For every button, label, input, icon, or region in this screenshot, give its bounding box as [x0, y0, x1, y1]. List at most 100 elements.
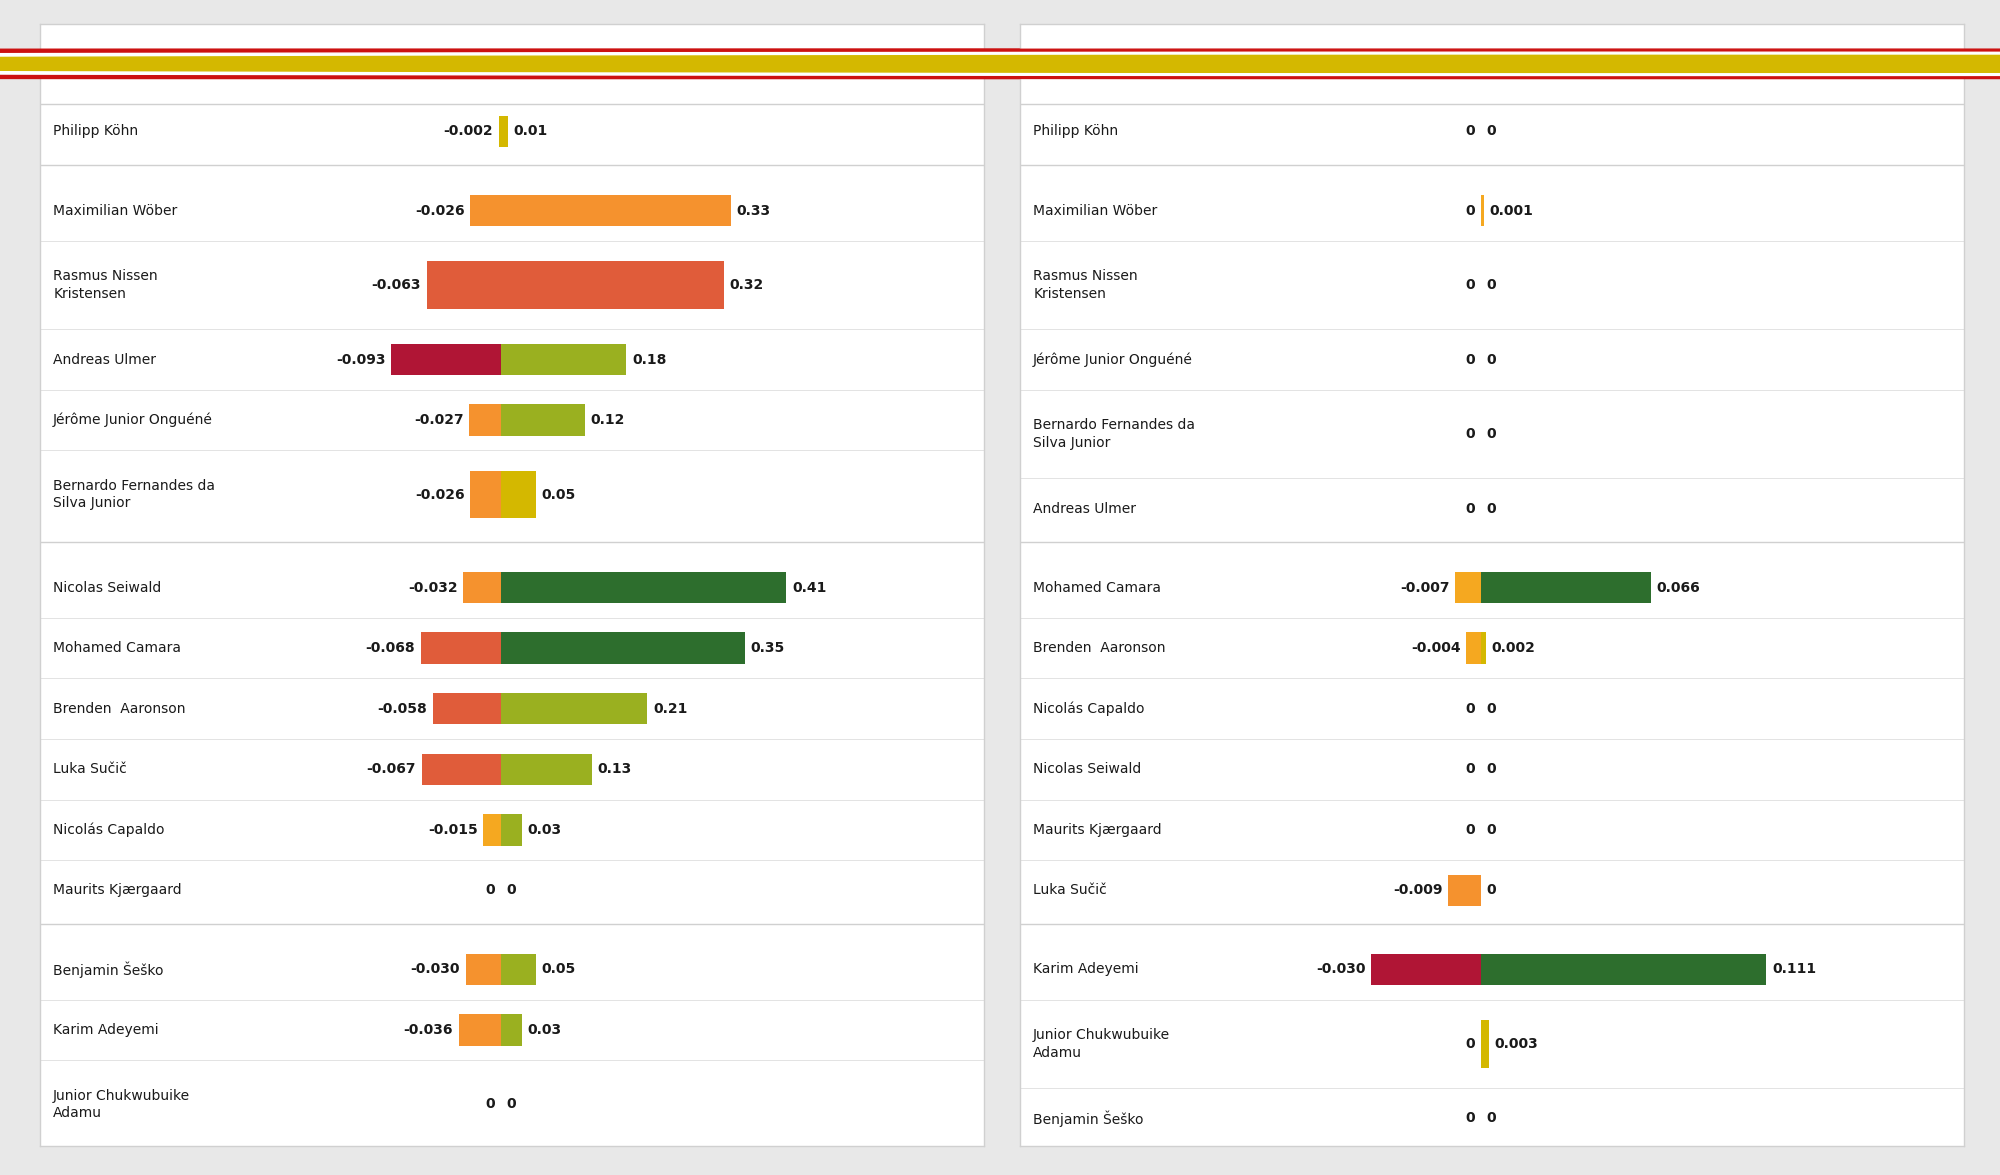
Bar — [470, 404, 502, 436]
Text: 0: 0 — [506, 1097, 516, 1112]
Bar — [484, 814, 502, 846]
Text: Andreas Ulmer: Andreas Ulmer — [1034, 502, 1136, 516]
Bar — [502, 471, 536, 518]
Text: Philipp Köhn: Philipp Köhn — [54, 125, 138, 139]
Text: 0.41: 0.41 — [792, 580, 826, 595]
Bar — [464, 572, 502, 604]
Bar — [1466, 632, 1482, 664]
Text: 0: 0 — [1486, 701, 1496, 716]
Text: Junior Chukwubuike
Adamu: Junior Chukwubuike Adamu — [54, 1089, 190, 1120]
Text: 0: 0 — [1486, 1112, 1496, 1126]
Text: Benjamin Šeško: Benjamin Šeško — [54, 961, 164, 978]
Text: -0.015: -0.015 — [428, 822, 478, 837]
Text: xT from Dribbles: xT from Dribbles — [1034, 52, 1256, 76]
Bar — [502, 753, 592, 785]
Bar — [1372, 954, 1482, 985]
Circle shape — [0, 49, 2000, 79]
Bar — [392, 344, 502, 375]
Text: 0.001: 0.001 — [1490, 203, 1534, 217]
Bar — [502, 261, 724, 309]
Text: 0.32: 0.32 — [730, 278, 764, 293]
Circle shape — [0, 55, 2000, 73]
Text: 0.03: 0.03 — [528, 822, 562, 837]
Text: Maurits Kjærgaard: Maurits Kjærgaard — [1034, 822, 1162, 837]
Circle shape — [0, 49, 2000, 79]
Text: 0: 0 — [1486, 125, 1496, 139]
Text: 0.13: 0.13 — [598, 763, 632, 777]
Text: Benjamin Šeško: Benjamin Šeško — [1034, 1110, 1144, 1127]
Text: 0: 0 — [1466, 427, 1476, 441]
Bar — [432, 693, 502, 725]
Text: -0.004: -0.004 — [1412, 642, 1460, 656]
Text: 0: 0 — [1486, 502, 1496, 516]
Text: 0: 0 — [1486, 822, 1496, 837]
Text: -0.026: -0.026 — [416, 203, 464, 217]
Text: Mohamed Camara: Mohamed Camara — [1034, 580, 1162, 595]
Text: xT from Passes: xT from Passes — [54, 52, 256, 76]
Bar — [1482, 632, 1486, 664]
Text: Rasmus Nissen
Kristensen: Rasmus Nissen Kristensen — [1034, 269, 1138, 301]
Bar — [1482, 1020, 1488, 1068]
Bar — [502, 572, 786, 604]
Bar — [1448, 874, 1482, 906]
Text: Jérôme Junior Onguéné: Jérôme Junior Onguéné — [1034, 352, 1194, 367]
Text: -0.093: -0.093 — [336, 352, 386, 367]
Text: Junior Chukwubuike
Adamu: Junior Chukwubuike Adamu — [1034, 1028, 1170, 1060]
Text: 0.01: 0.01 — [514, 125, 548, 139]
Bar — [502, 404, 584, 436]
Text: 0: 0 — [1486, 763, 1496, 777]
Text: 0.35: 0.35 — [750, 642, 784, 656]
Text: -0.026: -0.026 — [416, 488, 464, 502]
Bar — [458, 1014, 502, 1046]
Text: -0.032: -0.032 — [408, 580, 458, 595]
Bar — [420, 632, 502, 664]
Circle shape — [0, 52, 2000, 75]
Text: 0: 0 — [1466, 701, 1476, 716]
Circle shape — [0, 52, 2000, 75]
Text: Philipp Köhn: Philipp Köhn — [1034, 125, 1118, 139]
Text: 0: 0 — [1486, 278, 1496, 293]
Bar — [502, 1014, 522, 1046]
Text: Karim Adeyemi: Karim Adeyemi — [1034, 962, 1138, 976]
Text: 0.111: 0.111 — [1772, 962, 1816, 976]
Text: Rasmus Nissen
Kristensen: Rasmus Nissen Kristensen — [54, 269, 158, 301]
Text: Mohamed Camara: Mohamed Camara — [54, 642, 182, 656]
Text: 0: 0 — [1466, 125, 1476, 139]
Text: Bernardo Fernandes da
Silva Junior: Bernardo Fernandes da Silva Junior — [54, 479, 216, 510]
Text: -0.058: -0.058 — [378, 701, 426, 716]
Text: Nicolás Capaldo: Nicolás Capaldo — [1034, 701, 1144, 716]
Bar — [502, 344, 626, 375]
Text: 0.03: 0.03 — [528, 1023, 562, 1038]
Text: 0.05: 0.05 — [542, 488, 576, 502]
Bar — [470, 195, 502, 227]
Text: -0.063: -0.063 — [372, 278, 420, 293]
Text: Brenden  Aaronson: Brenden Aaronson — [1034, 642, 1166, 656]
Text: 0: 0 — [486, 884, 496, 898]
Text: 0: 0 — [1466, 352, 1476, 367]
Text: -0.068: -0.068 — [366, 642, 416, 656]
Bar — [502, 954, 536, 985]
Bar — [502, 195, 730, 227]
Text: 0: 0 — [1486, 427, 1496, 441]
Bar — [502, 814, 522, 846]
Text: -0.067: -0.067 — [366, 763, 416, 777]
Bar — [466, 954, 502, 985]
Bar — [470, 471, 502, 518]
Text: 0.002: 0.002 — [1492, 642, 1536, 656]
Text: 0: 0 — [1466, 278, 1476, 293]
Text: -0.030: -0.030 — [410, 962, 460, 976]
Text: 0: 0 — [1466, 203, 1476, 217]
Bar — [502, 632, 744, 664]
Text: Brenden  Aaronson: Brenden Aaronson — [54, 701, 186, 716]
Bar — [426, 261, 502, 309]
Bar — [422, 753, 502, 785]
Bar — [1482, 572, 1650, 604]
Text: 0.18: 0.18 — [632, 352, 666, 367]
Text: Jérôme Junior Onguéné: Jérôme Junior Onguéné — [54, 412, 214, 428]
Bar — [498, 115, 502, 147]
Circle shape — [0, 55, 2000, 73]
Bar — [502, 115, 508, 147]
Text: -0.036: -0.036 — [404, 1023, 452, 1038]
Text: Nicolas Seiwald: Nicolas Seiwald — [1034, 763, 1142, 777]
Text: 0: 0 — [1466, 1112, 1476, 1126]
